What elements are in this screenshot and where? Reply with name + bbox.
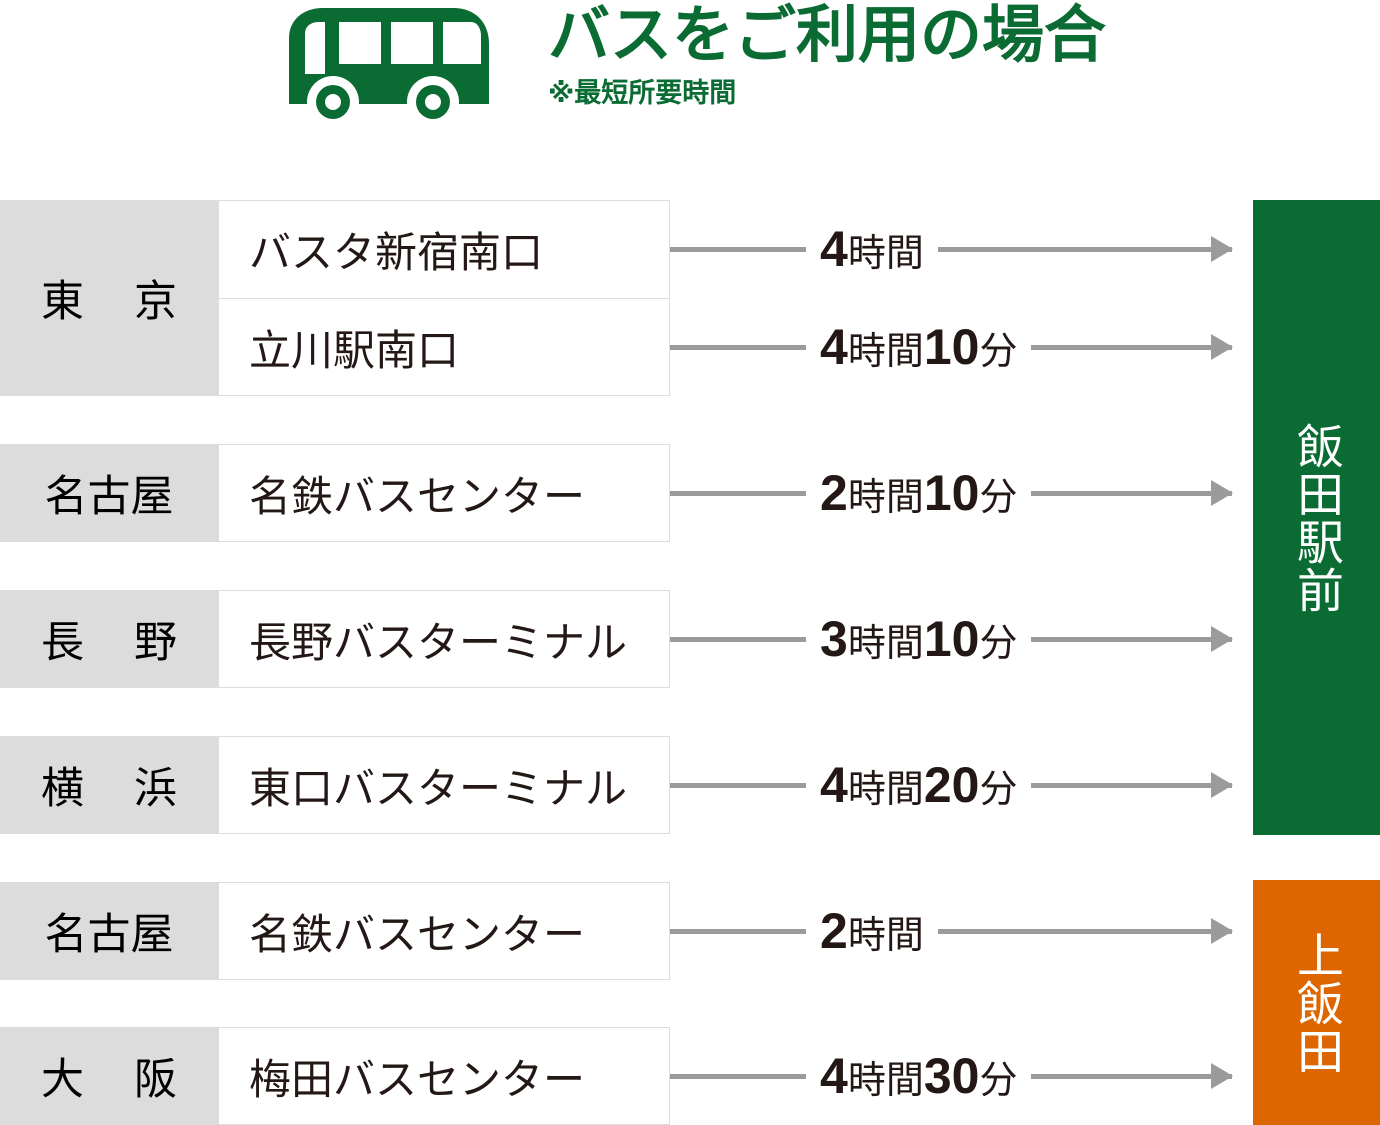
duration-connector: 4時間10分 [670, 298, 1232, 396]
duration-hours-unit: 時間 [847, 769, 924, 811]
duration-minutes-unit: 分 [979, 1060, 1018, 1102]
destination-banner-kami-iida: 上飯田 [1253, 880, 1380, 1125]
title-block: バスをご利用の場合 ※最短所要時間 [548, 0, 1106, 110]
connector-line-left [670, 636, 806, 642]
connector-arrow-right [1031, 782, 1232, 788]
city-label: 横 浜 [41, 765, 177, 813]
bus-stop-cell: バスタ新宿南口 [218, 200, 670, 298]
connector-line-left [670, 246, 806, 252]
city-cell: 大 阪 [0, 1027, 218, 1125]
bus-stop-label: バスタ新宿南口 [249, 229, 544, 276]
city-cell: 名古屋 [0, 444, 218, 542]
page-subtitle-note: ※最短所要時間 [548, 78, 737, 108]
city-label: 大 阪 [41, 1056, 177, 1104]
connector-arrow-right [937, 246, 1232, 252]
city-cell: 横 浜 [0, 736, 218, 834]
duration-label: 4時間20分 [806, 760, 1031, 810]
duration-label: 2時間10分 [806, 468, 1031, 518]
header: バスをご利用の場合 ※最短所要時間 [0, 0, 1380, 185]
connector-line-left [670, 782, 806, 788]
connector-line-left [670, 1073, 806, 1079]
duration-label: 3時間10分 [806, 614, 1031, 664]
destination-label: 飯田駅前 [1290, 421, 1343, 614]
city-cell: 東 京 [0, 200, 218, 396]
duration-connector: 2時間10分 [670, 444, 1232, 542]
connector-arrow-right [1031, 1073, 1232, 1079]
connector-arrow-right [1031, 636, 1232, 642]
duration-label: 4時間10分 [806, 322, 1031, 372]
city-cell: 名古屋 [0, 882, 218, 980]
bus-icon [277, 4, 505, 132]
page-title: バスをご利用の場合 [548, 1, 1107, 70]
duration-hours: 2 [820, 465, 848, 521]
duration-label: 4時間 [806, 224, 938, 274]
duration-hours-unit: 時間 [847, 623, 924, 665]
bus-stop-cell: 名鉄バスセンター [218, 444, 670, 542]
duration-label: 4時間30分 [806, 1051, 1031, 1101]
duration-hours: 2 [820, 903, 848, 959]
duration-hours-unit: 時間 [847, 915, 924, 957]
duration-minutes: 10 [923, 465, 980, 521]
bus-stop-label: 長野バスターミナル [249, 618, 628, 666]
duration-minutes-unit: 分 [979, 769, 1018, 811]
bus-stop-label: 名鉄バスセンター [249, 910, 586, 958]
city-label: 東 京 [41, 278, 177, 326]
duration-label: 2時間 [806, 906, 938, 956]
city-cell: 長 野 [0, 590, 218, 688]
duration-connector: 4時間 [670, 200, 1232, 298]
duration-minutes-unit: 分 [979, 623, 1018, 665]
bus-stop-label: 立川駅南口 [249, 326, 460, 374]
connector-arrow-right [1031, 490, 1232, 496]
duration-minutes-unit: 分 [979, 331, 1018, 373]
duration-minutes-unit: 分 [979, 477, 1018, 519]
duration-hours: 3 [820, 611, 848, 667]
bus-stop-cell: 名鉄バスセンター [218, 882, 670, 980]
duration-minutes: 20 [923, 757, 980, 813]
bus-stop-cell: 梅田バスセンター [218, 1027, 670, 1125]
duration-connector: 2時間 [670, 882, 1232, 980]
city-label: 長 野 [41, 619, 177, 667]
connector-line-left [670, 928, 806, 934]
destination-banner-iida-ekimae: 飯田駅前 [1253, 200, 1380, 835]
duration-hours-unit: 時間 [847, 331, 924, 373]
duration-minutes: 30 [923, 1048, 980, 1104]
bus-stop-cell: 東口バスターミナル [218, 736, 670, 834]
duration-hours: 4 [820, 221, 848, 277]
duration-hours: 4 [820, 319, 848, 375]
duration-connector: 4時間30分 [670, 1027, 1232, 1125]
duration-connector: 4時間20分 [670, 736, 1232, 834]
connector-arrow-right [937, 928, 1232, 934]
duration-connector: 3時間10分 [670, 590, 1232, 688]
bus-stop-label: 東口バスターミナル [249, 764, 628, 812]
duration-hours: 4 [820, 1048, 848, 1104]
duration-hours: 4 [820, 757, 848, 813]
destination-label: 上飯田 [1290, 930, 1343, 1075]
bus-stop-label: 梅田バスセンター [249, 1055, 586, 1103]
duration-minutes: 10 [923, 319, 980, 375]
city-label: 名古屋 [44, 911, 174, 959]
bus-stop-cell: 長野バスターミナル [218, 590, 670, 688]
connector-line-left [670, 344, 806, 350]
connector-arrow-right [1031, 344, 1232, 350]
city-label: 名古屋 [44, 473, 174, 521]
duration-hours-unit: 時間 [847, 233, 924, 275]
duration-minutes: 10 [923, 611, 980, 667]
duration-hours-unit: 時間 [847, 1060, 924, 1102]
duration-hours-unit: 時間 [847, 477, 924, 519]
bus-stop-label: 名鉄バスセンター [249, 472, 586, 520]
bus-stop-cell: 立川駅南口 [218, 298, 670, 396]
connector-line-left [670, 490, 806, 496]
